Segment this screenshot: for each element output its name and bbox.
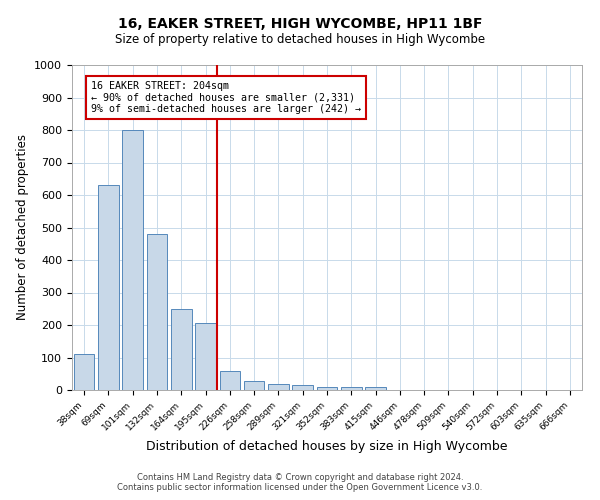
Bar [98,185,119,390]
Y-axis label: Number of detached properties: Number of detached properties [16,134,29,320]
Bar [317,387,337,390]
Bar [292,385,313,390]
Bar [74,354,94,390]
Bar [122,130,143,390]
Text: Size of property relative to detached houses in High Wycombe: Size of property relative to detached ho… [115,32,485,46]
Bar [244,381,265,390]
Bar [220,370,240,390]
Bar [171,308,191,390]
Bar [195,324,216,390]
Bar [341,388,362,390]
Text: Contains HM Land Registry data © Crown copyright and database right 2024.
Contai: Contains HM Land Registry data © Crown c… [118,473,482,492]
X-axis label: Distribution of detached houses by size in High Wycombe: Distribution of detached houses by size … [146,440,508,453]
Bar [268,384,289,390]
Bar [146,234,167,390]
Text: 16, EAKER STREET, HIGH WYCOMBE, HP11 1BF: 16, EAKER STREET, HIGH WYCOMBE, HP11 1BF [118,18,482,32]
Text: 16 EAKER STREET: 204sqm
← 90% of detached houses are smaller (2,331)
9% of semi-: 16 EAKER STREET: 204sqm ← 90% of detache… [91,81,361,114]
Bar [365,387,386,390]
